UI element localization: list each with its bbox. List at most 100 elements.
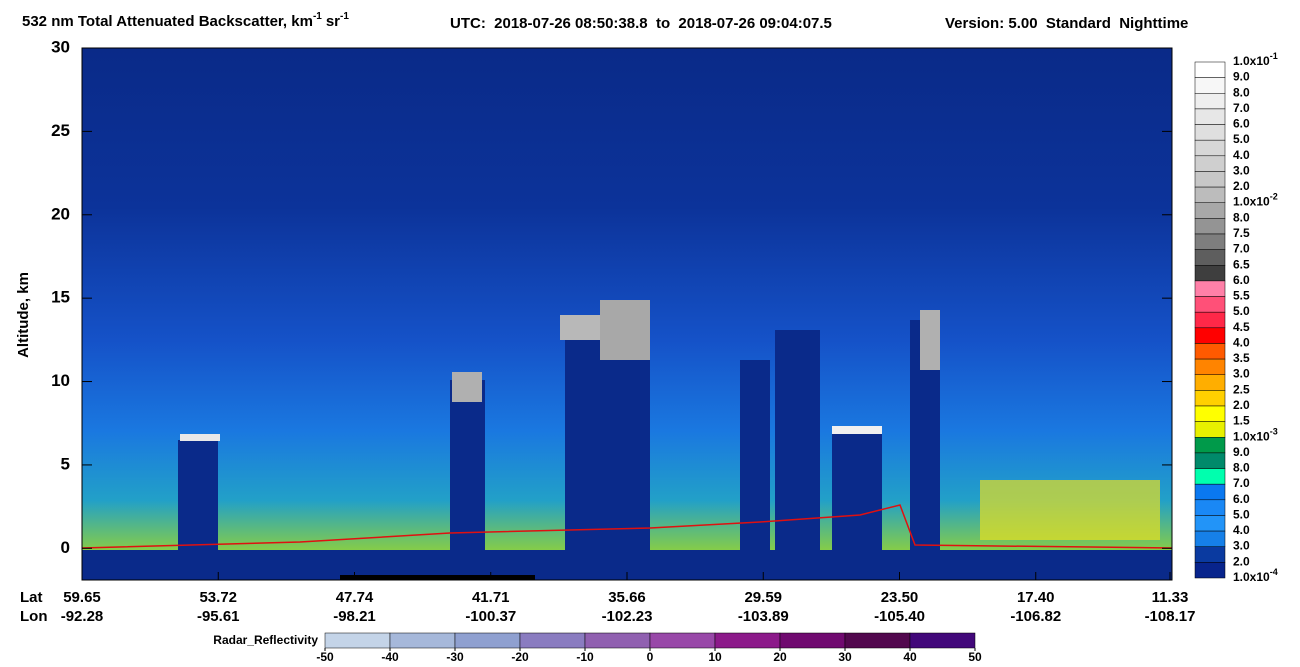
colorbar-label: 1.0x10-3 (1233, 427, 1278, 444)
colorbar-label: 1.0x10-2 (1233, 192, 1278, 209)
colorbar-swatch (1194, 452, 1226, 469)
lon-tick-label: -103.89 (738, 608, 789, 625)
colorbar-label: 6.0 (1233, 273, 1250, 287)
radar-tick-label: 40 (903, 650, 917, 664)
lat-tick-label: 47.74 (336, 589, 374, 606)
radar-tick-label: 30 (838, 650, 852, 664)
colorbar-label: 7.5 (1233, 226, 1250, 240)
colorbar-swatch (1194, 124, 1226, 141)
colorbar-label-sup: -3 (1270, 427, 1278, 437)
colorbar-label: 6.0 (1233, 117, 1250, 131)
y-tick-label: 15 (51, 288, 70, 307)
radar-swatch (649, 632, 716, 649)
radar-swatch (714, 632, 781, 649)
colorbar-label-text: 2.0 (1233, 179, 1250, 193)
title-sup: -1 (313, 11, 322, 22)
utc-range: UTC: 2018-07-26 08:50:38.8 to 2018-07-26… (450, 15, 832, 32)
title-unit: sr (326, 13, 340, 30)
colorbar-label-text: 1.0x10 (1233, 429, 1270, 443)
lon-label: Lon (20, 608, 48, 625)
lon-tick-label: -95.61 (197, 608, 240, 625)
colorbar-label: 6.5 (1233, 257, 1250, 271)
colorbar-label: 5.5 (1233, 289, 1250, 303)
radar-swatch (909, 632, 976, 649)
radar-tick-label: -50 (316, 650, 334, 664)
lon-tick-label: -92.28 (61, 608, 104, 625)
colorbar-label: 1.0x10-1 (1233, 51, 1278, 68)
colorbar-label: 2.5 (1233, 383, 1250, 397)
colorbar-swatch (1194, 218, 1226, 235)
radar-label: Radar_Reflectivity (213, 633, 318, 647)
colorbar-label-text: 5.5 (1233, 289, 1250, 303)
title-sup: -1 (340, 11, 349, 22)
colorbar-label: 3.5 (1233, 351, 1250, 365)
colorbar-swatch (1194, 108, 1226, 125)
lon-tick-label: -108.17 (1145, 608, 1196, 625)
colorbar-label-text: 3.5 (1233, 351, 1250, 365)
lat-tick-label: 11.33 (1152, 589, 1189, 606)
colorbar-swatch (1194, 562, 1226, 579)
colorbar-label: 3.0 (1233, 367, 1250, 381)
radar-tick-label: -30 (446, 650, 464, 664)
colorbar-label-text: 5.0 (1233, 132, 1250, 146)
colorbar-label: 9.0 (1233, 70, 1250, 84)
colorbar-label-text: 2.0 (1233, 555, 1250, 569)
colorbar-label-text: 6.0 (1233, 273, 1250, 287)
colorbar-label-text: 1.0x10 (1233, 195, 1270, 209)
colorbar-label: 2.0 (1233, 179, 1250, 193)
colorbar-label: 8.0 (1233, 211, 1250, 225)
radar-tick-label: -40 (381, 650, 399, 664)
colorbar-label-text: 9.0 (1233, 445, 1250, 459)
colorbar-label-text: 7.0 (1233, 101, 1250, 115)
colorbar-label: 3.0 (1233, 539, 1250, 553)
colorbar-label-text: 7.0 (1233, 242, 1250, 256)
y-tick-label: 30 (51, 37, 70, 56)
colorbar-label-text: 5.0 (1233, 304, 1250, 318)
lat-tick-label: 23.50 (881, 589, 919, 606)
colorbar-label-text: 2.0 (1233, 398, 1250, 412)
colorbar-label-text: 2.5 (1233, 383, 1250, 397)
radar-swatch (844, 632, 911, 649)
colorbar-swatch (1194, 374, 1226, 391)
lat-tick-label: 17.40 (1017, 589, 1055, 606)
colorbar-swatch (1194, 390, 1226, 407)
radar-tick-label: 10 (708, 650, 722, 664)
lat-tick-label: 41.71 (472, 589, 510, 606)
colorbar-swatch (1194, 343, 1226, 360)
colorbar-label: 9.0 (1233, 445, 1250, 459)
colorbar-label: 7.0 (1233, 242, 1250, 256)
colorbar-label-sup: -2 (1270, 192, 1278, 202)
colorbar-label-text: 8.0 (1233, 211, 1250, 225)
colorbar-label: 3.0 (1233, 164, 1250, 178)
colorbar-swatch (1194, 233, 1226, 250)
y-tick-label: 5 (61, 454, 70, 473)
colorbar-label-text: 3.0 (1233, 164, 1250, 178)
radar-tick-label: 50 (968, 650, 982, 664)
colorbar-swatch (1194, 358, 1226, 375)
radar-swatch (389, 632, 456, 649)
lat-tick-label: 35.66 (608, 589, 646, 606)
lat-label: Lat (20, 589, 43, 606)
colorbar-label-text: 5.0 (1233, 508, 1250, 522)
colorbar-label: 6.0 (1233, 492, 1250, 506)
y-tick-label: 25 (51, 121, 70, 140)
colorbar-label: 2.0 (1233, 555, 1250, 569)
lat-tick-label: 59.65 (63, 589, 101, 606)
colorbar-swatch (1194, 546, 1226, 563)
colorbar-swatch (1194, 77, 1226, 94)
radar-swatch (519, 632, 586, 649)
radar-swatch (779, 632, 846, 649)
colorbar-label-text: 1.0x10 (1233, 54, 1270, 68)
colorbar-swatch (1194, 327, 1226, 344)
colorbar-swatch (1194, 61, 1226, 78)
lat-tick-label: 53.72 (199, 589, 237, 606)
lon-tick-label: -105.40 (874, 608, 925, 625)
colorbar-swatch (1194, 437, 1226, 454)
radar-tick-label: -10 (576, 650, 594, 664)
colorbar-swatch (1194, 296, 1226, 313)
colorbar-swatch (1194, 249, 1226, 266)
colorbar-label-sup: -4 (1270, 567, 1278, 577)
colorbar-swatch (1194, 93, 1226, 110)
colorbar-label: 1.0x10-4 (1233, 567, 1278, 584)
